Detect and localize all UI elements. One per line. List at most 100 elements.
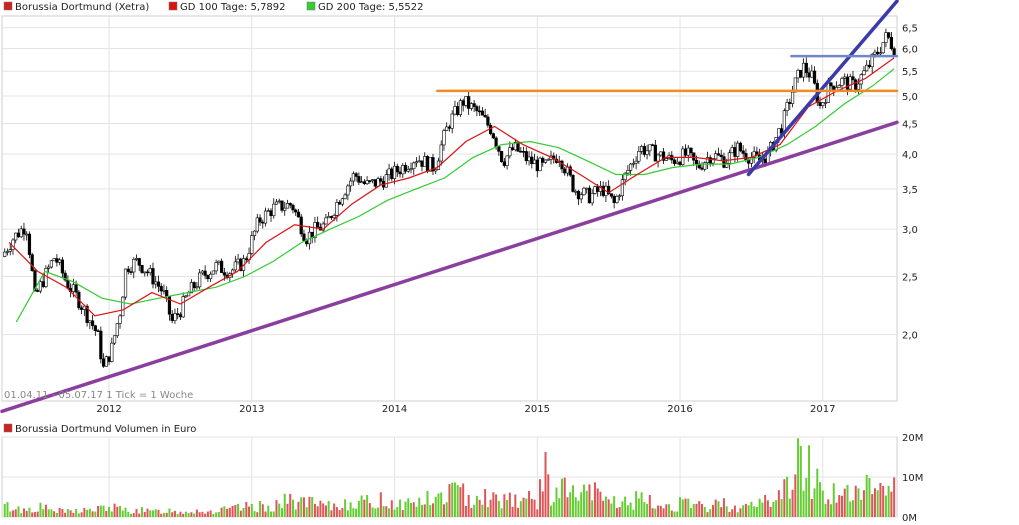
y-tick-label: 5,0	[902, 92, 918, 103]
volume-bar	[659, 505, 662, 517]
legend-label-sma100: GD 100 Tage: 5,7892	[180, 2, 286, 13]
candle-body	[285, 203, 290, 209]
volume-bar	[739, 508, 742, 517]
candle-body	[576, 190, 581, 200]
candle-body	[209, 273, 213, 280]
candle-body	[140, 264, 144, 273]
candle-body	[664, 158, 668, 161]
volume-bar	[550, 505, 553, 517]
volume-bar	[766, 500, 769, 517]
volume-bar	[744, 503, 747, 517]
candle-body	[58, 259, 62, 263]
legend-swatch-sma200	[306, 1, 316, 11]
candle-body	[217, 260, 221, 263]
y-tick-label: 2,5	[902, 273, 918, 284]
candle-body	[681, 148, 685, 165]
candle-body	[283, 207, 287, 211]
candle-body	[527, 156, 531, 162]
candle-body	[220, 260, 224, 273]
candle-body	[403, 165, 408, 172]
volume-bar	[566, 497, 569, 517]
volume-bar	[418, 497, 421, 517]
volume-bar	[22, 508, 25, 517]
volume-bar	[755, 506, 758, 517]
volume-bar	[871, 494, 874, 517]
volume-bar	[382, 506, 385, 517]
candle-body	[854, 79, 858, 90]
candle-body	[66, 279, 70, 289]
candle-body	[3, 251, 7, 257]
candle-body	[829, 82, 833, 87]
volume-bar	[346, 510, 349, 517]
y-tick-label: 6,5	[902, 24, 918, 35]
candle-body	[252, 230, 257, 236]
candle-body	[93, 325, 97, 331]
volume-bar	[593, 482, 596, 517]
candle-body	[804, 62, 808, 74]
candle-body	[154, 281, 158, 285]
volume-bar	[401, 510, 404, 517]
volume-bar	[322, 503, 325, 517]
candle-body	[346, 185, 350, 196]
volume-bar	[440, 492, 443, 517]
volume-bar	[220, 507, 223, 517]
candle-body	[145, 271, 150, 274]
candle-body	[244, 258, 248, 261]
volume-bar	[670, 510, 673, 517]
candle-body	[110, 342, 114, 362]
candle-body	[52, 258, 56, 262]
y-tick-label: 4,5	[902, 119, 918, 130]
volume-bar	[508, 492, 511, 517]
volume-bar	[212, 513, 215, 517]
volume-bar	[539, 479, 542, 517]
volume-bar	[821, 490, 824, 517]
volume-bar	[832, 483, 835, 517]
candle-body	[414, 161, 419, 164]
candle-body	[412, 162, 416, 170]
volume-bar	[761, 502, 764, 517]
candle-body	[876, 51, 880, 55]
candle-body	[623, 172, 627, 181]
volume-bar	[272, 511, 275, 517]
candle-body	[719, 154, 723, 157]
candle-body	[379, 178, 383, 182]
main-grid	[2, 16, 897, 401]
volume-bar	[451, 482, 454, 517]
candle-body	[266, 210, 270, 213]
volume-bar	[602, 500, 605, 517]
candle-body	[818, 102, 822, 106]
volume-bar	[591, 500, 594, 517]
volume-bar	[168, 508, 171, 517]
volume-bar	[456, 485, 459, 517]
volume-bar	[171, 512, 174, 517]
volume-bar	[648, 494, 651, 517]
volume-bar	[489, 499, 492, 517]
volume-bar	[116, 506, 119, 517]
candle-body	[560, 160, 564, 170]
volume-bar	[173, 510, 176, 517]
volume-bar	[165, 512, 168, 517]
candle-body	[423, 156, 427, 167]
candle-body	[395, 165, 399, 173]
volume-bar	[884, 495, 887, 517]
volume-bar	[599, 491, 602, 517]
volume-bar	[130, 513, 133, 517]
candle-body	[683, 148, 688, 156]
candle-body	[516, 141, 520, 152]
volume-bar	[547, 474, 550, 517]
candle-body	[716, 153, 721, 156]
volume-bar	[607, 499, 610, 517]
candle-body	[55, 258, 59, 263]
legend-label-volume: Borussia Dortmund Volumen in Euro	[15, 424, 196, 435]
candle-body	[170, 313, 174, 321]
candle-body	[96, 330, 100, 332]
candle-body	[349, 180, 353, 187]
candle-body	[33, 270, 37, 291]
volume-bar	[113, 503, 116, 517]
volume-bar	[750, 501, 753, 517]
volume-bar	[610, 503, 613, 517]
candle-body	[49, 260, 54, 268]
volume-bar	[692, 503, 695, 517]
candle-body	[447, 126, 452, 129]
volume-bar	[492, 492, 495, 517]
